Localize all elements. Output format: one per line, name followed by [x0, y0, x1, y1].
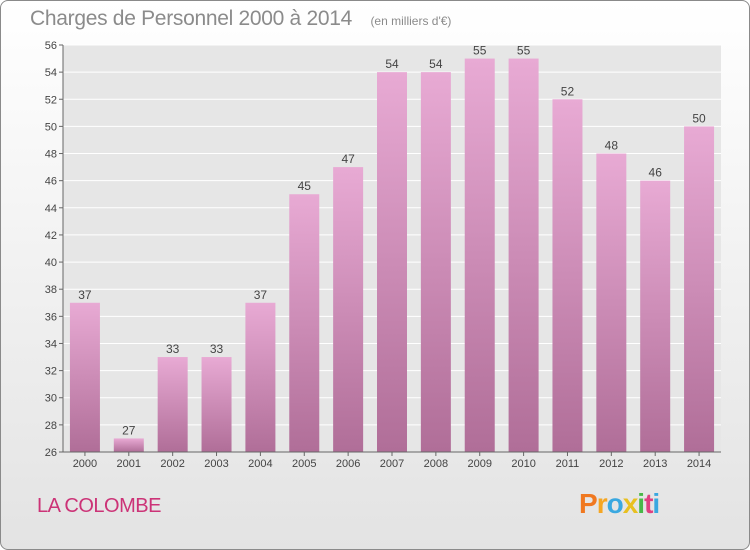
- y-tick-label: 28: [45, 420, 57, 432]
- y-tick-label: 42: [45, 230, 57, 242]
- y-tick-label: 32: [45, 366, 57, 378]
- bar: [684, 126, 715, 453]
- x-tick-label: 2009: [467, 458, 491, 470]
- data-label: 55: [473, 44, 487, 58]
- bar: [333, 167, 364, 452]
- data-label: 37: [254, 288, 268, 302]
- y-tick-label: 48: [45, 149, 57, 161]
- x-tick-label: 2000: [73, 458, 97, 470]
- bar: [420, 72, 451, 452]
- logo-letter: x: [622, 488, 639, 519]
- x-tick-label: 2006: [336, 458, 360, 470]
- logo-letter: P: [579, 488, 598, 519]
- y-tick-label: 36: [45, 311, 57, 323]
- y-tick-label: 52: [45, 94, 57, 106]
- x-tick-label: 2001: [117, 458, 141, 470]
- y-tick-label: 46: [45, 176, 57, 188]
- data-label: 45: [298, 179, 312, 193]
- proxiti-logo: Proxiti: [579, 488, 660, 520]
- data-label: 50: [692, 111, 706, 125]
- x-tick-label: 2007: [380, 458, 404, 470]
- x-tick-label: 2013: [643, 458, 667, 470]
- y-tick-label: 56: [45, 40, 57, 52]
- x-tick-label: 2011: [556, 458, 580, 470]
- logo-letter: i: [637, 488, 645, 519]
- data-label: 37: [78, 288, 92, 302]
- bar: [596, 153, 627, 453]
- logo-letter: o: [606, 488, 624, 519]
- x-tick-label: 2005: [292, 458, 316, 470]
- data-label: 46: [649, 166, 663, 180]
- x-tick-label: 2002: [160, 458, 184, 470]
- y-tick-label: 38: [45, 284, 57, 296]
- y-tick-label: 44: [45, 203, 57, 215]
- data-label: 48: [605, 139, 619, 153]
- x-tick-label: 2008: [424, 458, 448, 470]
- data-label: 54: [429, 57, 443, 71]
- logo-letter: t: [644, 488, 653, 519]
- x-tick-label: 2003: [204, 458, 228, 470]
- bar: [113, 438, 144, 452]
- bar: [552, 99, 583, 453]
- data-label: 27: [122, 423, 136, 437]
- bar: [377, 72, 407, 452]
- x-tick-label: 2012: [599, 458, 623, 470]
- title-row: Charges de Personnel 2000 à 2014 (en mil…: [30, 7, 451, 31]
- bar: [69, 302, 100, 452]
- bar: [245, 302, 276, 452]
- y-tick-label: 54: [45, 67, 57, 79]
- y-tick-label: 26: [45, 447, 57, 459]
- x-tick-label: 2004: [248, 458, 272, 470]
- data-label: 52: [561, 84, 575, 98]
- bar: [289, 194, 320, 452]
- y-tick-label: 34: [45, 338, 57, 350]
- y-tick-label: 40: [45, 257, 57, 269]
- data-label: 55: [517, 44, 531, 58]
- bar: [508, 58, 539, 453]
- chart-title: Charges de Personnel 2000 à 2014: [30, 7, 352, 30]
- logo-letter: i: [652, 488, 660, 519]
- chart-subtitle: (en milliers d'€): [370, 14, 452, 28]
- bar: [464, 58, 495, 453]
- data-label: 33: [166, 342, 180, 356]
- y-tick-label: 30: [45, 393, 57, 405]
- data-label: 33: [210, 342, 224, 356]
- bar: [640, 180, 671, 452]
- x-tick-label: 2014: [687, 458, 711, 470]
- logo-letter: r: [596, 488, 608, 519]
- y-tick-label: 50: [45, 121, 57, 133]
- bar: [201, 357, 232, 452]
- bar: [157, 357, 188, 452]
- x-tick-label: 2010: [511, 458, 535, 470]
- data-label: 47: [341, 152, 355, 166]
- data-label: 54: [385, 57, 399, 71]
- commune-name: LA COLOMBE: [37, 495, 161, 517]
